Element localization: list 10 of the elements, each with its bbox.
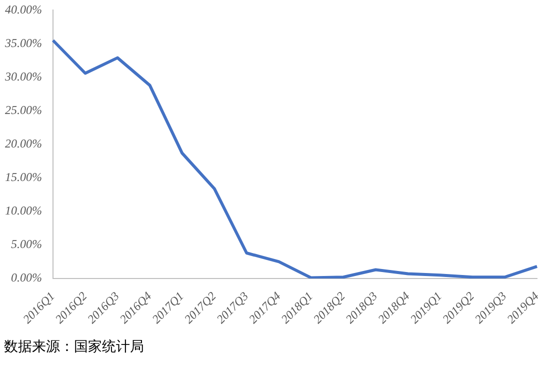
y-tick-label: 20.00% xyxy=(4,136,42,150)
y-tick-label: 0.00% xyxy=(10,270,42,285)
y-tick-label: 5.00% xyxy=(10,237,42,252)
source-note: 数据来源：国家统计局 xyxy=(4,338,145,356)
y-tick-label: 15.00% xyxy=(4,170,42,184)
y-tick-label: 10.00% xyxy=(4,204,42,218)
y-tick-label: 25.00% xyxy=(4,102,42,117)
y-tick-label: 40.00% xyxy=(4,2,42,16)
y-tick-label: 35.00% xyxy=(4,36,42,50)
y-tick-label: 30.00% xyxy=(4,69,42,84)
